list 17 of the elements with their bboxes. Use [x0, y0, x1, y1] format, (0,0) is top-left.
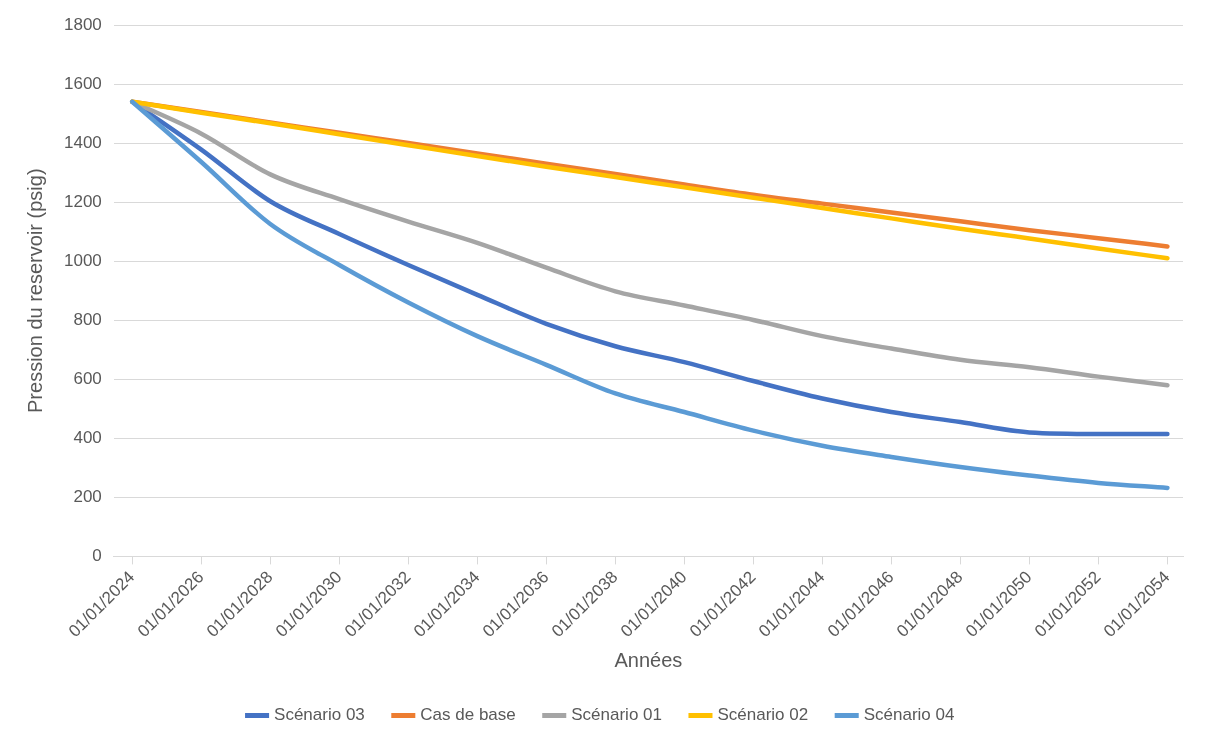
y-tick-label: 1400: [63, 132, 102, 152]
legend-label: Scénario 01: [571, 705, 662, 725]
y-tick-label: 1200: [63, 191, 102, 211]
legend-label: Scénario 02: [717, 705, 809, 725]
y-tick-label: 800: [73, 309, 102, 329]
y-tick-label: 400: [73, 428, 102, 448]
y-tick-label: 1800: [63, 14, 102, 34]
y-axis-title: Pression du reservoir (psig): [23, 168, 46, 413]
legend-label: Cas de base: [420, 705, 516, 725]
legend-label: Scénario 03: [274, 705, 365, 725]
y-tick-label: 600: [73, 368, 102, 388]
x-axis-title: Années: [614, 648, 683, 671]
legend-label: Scénario 04: [863, 705, 955, 725]
y-tick-label: 1600: [63, 73, 102, 93]
y-tick-label: 0: [92, 546, 102, 566]
y-tick-label: 200: [73, 487, 102, 507]
y-tick-label: 1000: [63, 250, 102, 270]
